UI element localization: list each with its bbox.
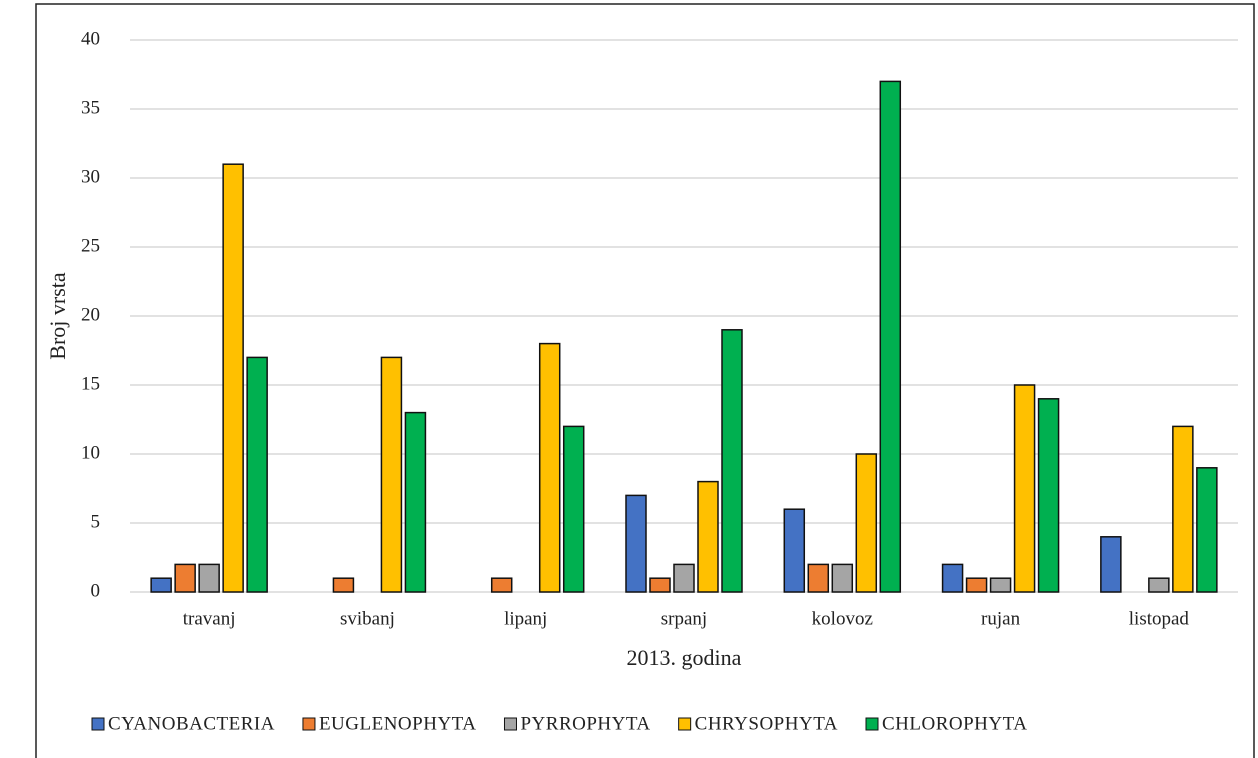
- y-tick-label: 15: [81, 373, 100, 394]
- y-tick-label: 20: [81, 304, 100, 325]
- bar: [1172, 425, 1194, 593]
- x-tick-label: kolovoz: [812, 608, 873, 629]
- frame: [35, 3, 1255, 758]
- bar: [697, 480, 719, 593]
- bar: [649, 577, 671, 593]
- bar: [965, 577, 988, 593]
- bar: [174, 563, 196, 593]
- bar: [721, 329, 743, 593]
- x-tick-label: svibanj: [340, 608, 395, 629]
- legend-label: PYRROPHYTA: [520, 713, 650, 734]
- legend-label: CYANOBACTERIA: [108, 713, 275, 734]
- bar: [989, 577, 1012, 593]
- legend-swatch: [302, 717, 316, 731]
- bar: [198, 563, 220, 593]
- bar: [562, 425, 585, 593]
- x-tick-label: travanj: [183, 608, 236, 629]
- bar: [222, 163, 244, 593]
- legend-label: CHRYSOPHYTA: [695, 713, 838, 734]
- bar: [1037, 398, 1060, 593]
- bar: [879, 80, 902, 593]
- bar: [538, 342, 561, 593]
- legend-swatch: [865, 717, 879, 731]
- bar: [332, 577, 355, 593]
- y-tick-label: 40: [81, 28, 100, 49]
- legend-swatch: [678, 717, 692, 731]
- y-tick-label: 25: [81, 235, 100, 256]
- bar: [807, 563, 830, 593]
- bar: [1196, 467, 1218, 593]
- bar: [831, 563, 854, 593]
- bar: [1100, 536, 1122, 593]
- x-tick-label: lipanj: [504, 608, 547, 629]
- legend-swatch: [91, 717, 105, 731]
- y-tick-label: 5: [91, 511, 101, 532]
- bar: [404, 411, 427, 593]
- x-tick-label: srpanj: [661, 608, 707, 629]
- x-tick-label: listopad: [1129, 608, 1190, 629]
- legend-label: EUGLENOPHYTA: [319, 713, 477, 734]
- bar: [1013, 384, 1036, 593]
- bar: [673, 563, 695, 593]
- x-axis-label: 2013. godina: [627, 645, 742, 670]
- legend-swatch: [503, 717, 517, 731]
- y-tick-label: 35: [81, 97, 100, 118]
- bar: [855, 453, 878, 593]
- bar: [150, 577, 172, 593]
- y-tick-label: 30: [81, 166, 100, 187]
- bar: [1148, 577, 1170, 593]
- bar: [490, 577, 513, 593]
- y-tick-label: 0: [91, 580, 101, 601]
- x-tick-label: rujan: [981, 608, 1021, 629]
- bar: [625, 494, 647, 593]
- bar: [783, 508, 806, 593]
- y-tick-label: 10: [81, 442, 100, 463]
- bar: [941, 563, 964, 593]
- y-axis-label: Broj vrsta: [45, 272, 70, 360]
- bar: [246, 356, 268, 593]
- legend-label: CHLOROPHYTA: [882, 713, 1027, 734]
- bar: [380, 356, 403, 593]
